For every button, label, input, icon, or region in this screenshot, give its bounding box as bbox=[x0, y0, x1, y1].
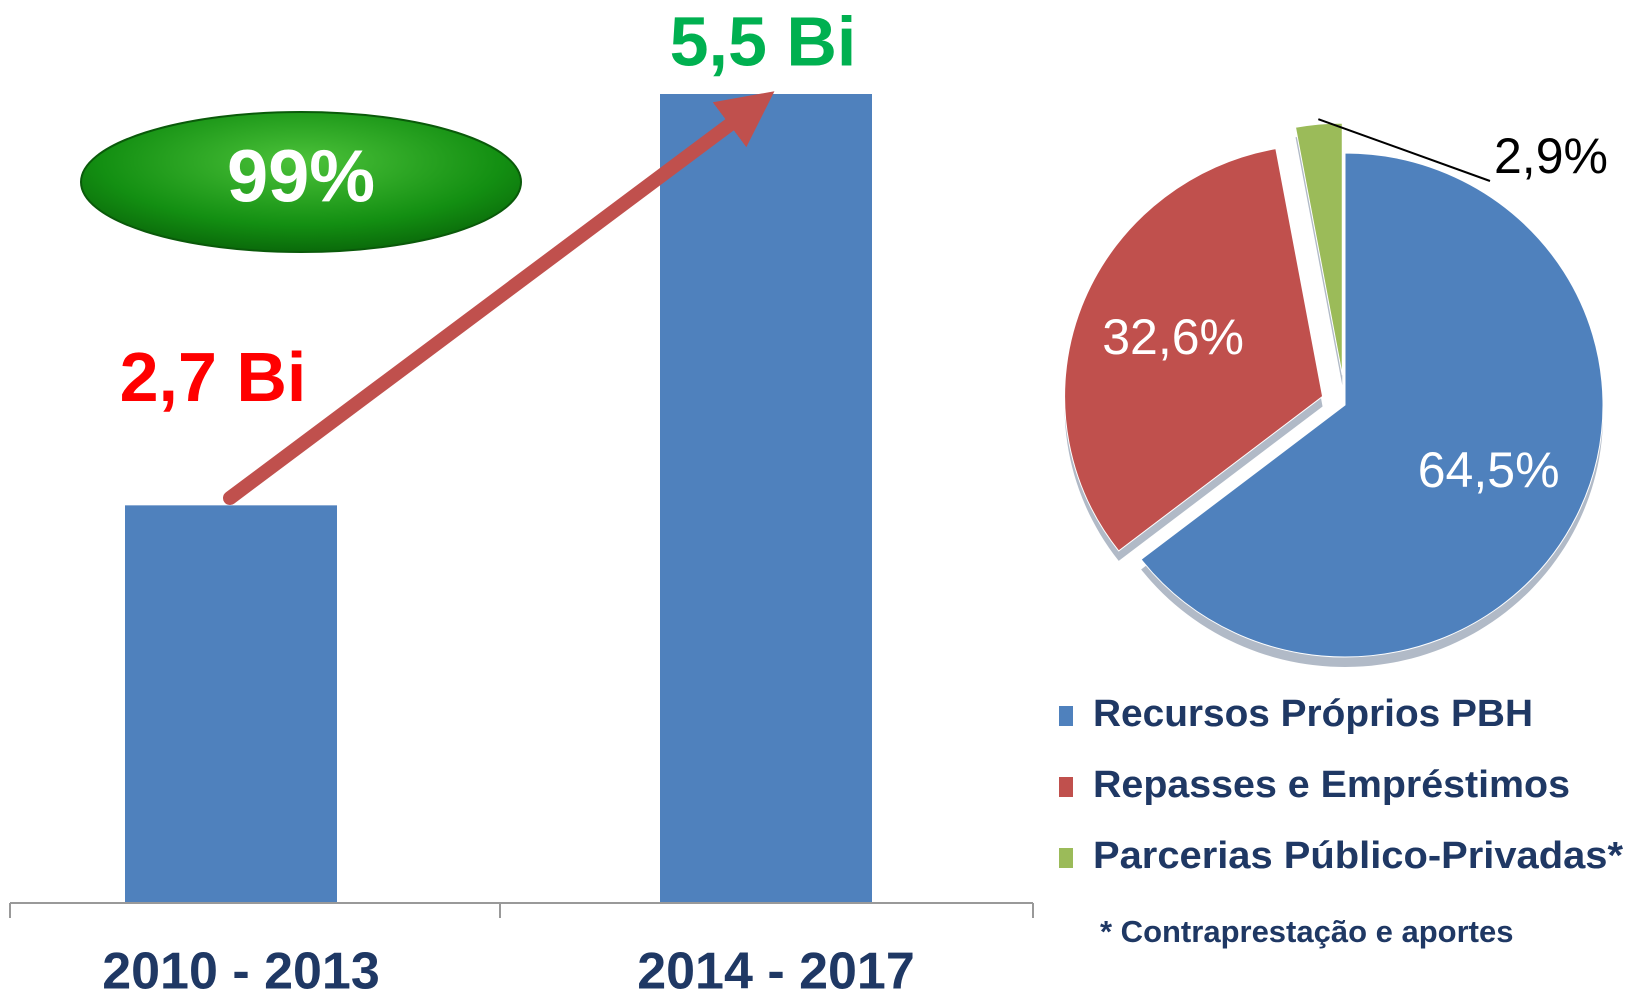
legend-label: Parcerias Público-Privadas* bbox=[1093, 835, 1623, 877]
pie-slice bbox=[1064, 148, 1324, 552]
note: * Contraprestação e aportes bbox=[1100, 914, 1513, 949]
legend-label: Repasses e Empréstimos bbox=[1093, 764, 1570, 806]
legend-label: Recursos Próprios PBH bbox=[1093, 693, 1533, 735]
pie-slice bbox=[1140, 152, 1604, 658]
annotation-ellipse bbox=[80, 111, 522, 253]
x-tick-label: 2010 - 2013 bbox=[102, 943, 380, 998]
value-label: 2,7 Bi bbox=[120, 338, 307, 416]
leader-line bbox=[1317, 118, 1491, 182]
pie-slice bbox=[1294, 122, 1343, 376]
legend-swatch bbox=[1059, 706, 1073, 726]
legend-swatch bbox=[1059, 848, 1073, 868]
annotation: 99% bbox=[227, 135, 375, 218]
value-label: 2,9% bbox=[1494, 128, 1608, 184]
bar bbox=[660, 94, 872, 902]
value-label: 32,6% bbox=[1102, 309, 1244, 365]
x-tick-label: 2014 - 2017 bbox=[637, 943, 915, 998]
legend-swatch bbox=[1059, 777, 1073, 797]
growth-arrow bbox=[223, 91, 775, 505]
value-label: 64,5% bbox=[1418, 442, 1560, 498]
bar bbox=[125, 505, 337, 902]
value-label: 5,5 Bi bbox=[670, 2, 857, 80]
